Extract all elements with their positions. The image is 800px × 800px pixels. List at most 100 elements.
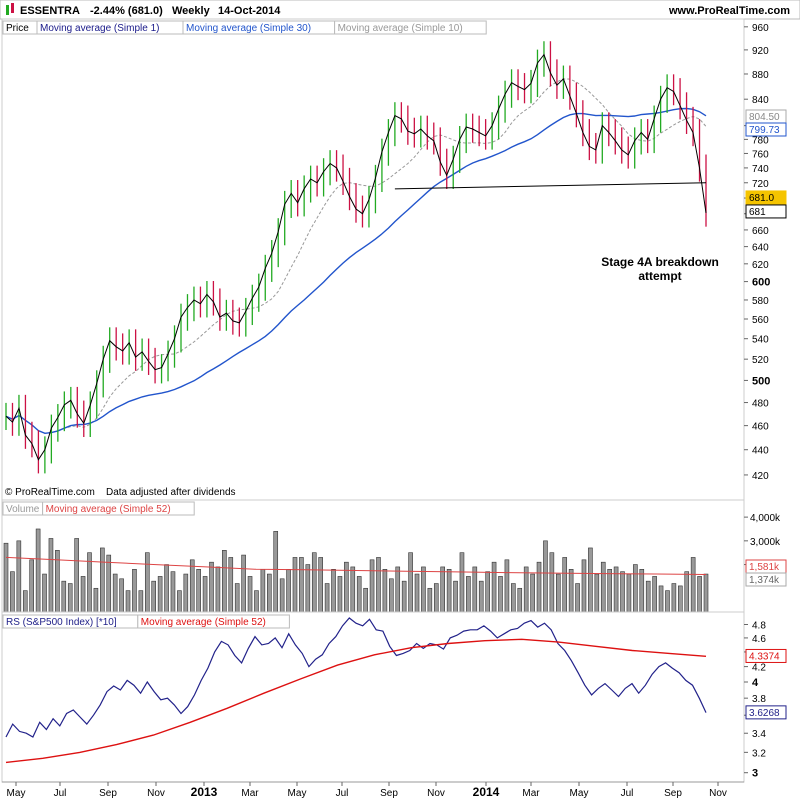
volume-bar bbox=[485, 571, 490, 613]
candle-icon bbox=[6, 5, 9, 15]
volume-bar bbox=[517, 587, 523, 613]
volume-bar bbox=[645, 580, 651, 613]
volume-bar bbox=[183, 573, 189, 613]
y-tick-label: 540 bbox=[752, 335, 769, 346]
volume-bar bbox=[61, 580, 67, 613]
legend-label: RS (S&P500 Index) [*10] bbox=[6, 617, 117, 628]
y-tick-label: 480 bbox=[752, 399, 769, 410]
volume-bar bbox=[74, 538, 79, 613]
y-tick-label: 660 bbox=[752, 226, 769, 237]
volume-bar bbox=[344, 561, 349, 613]
volume-bar bbox=[356, 576, 362, 613]
rs-last-labels: 4.3374 3.6268 bbox=[745, 648, 787, 720]
price-legend[interactable]: Price Moving average (Simple 1) Moving ave… bbox=[2, 20, 487, 35]
volume-bar bbox=[279, 578, 285, 613]
symbol: ESSENTRA bbox=[20, 5, 80, 17]
y-tick-label: 460 bbox=[752, 422, 769, 433]
volume-bar bbox=[48, 538, 54, 613]
x-tick-label: Nov bbox=[147, 788, 165, 799]
x-tick-label: Sep bbox=[664, 788, 682, 799]
volume-bar bbox=[29, 559, 34, 613]
legend-item[interactable] bbox=[42, 501, 195, 516]
volume-bar bbox=[401, 580, 407, 613]
volume-bar bbox=[575, 583, 580, 613]
x-tick-label: Nov bbox=[709, 788, 727, 799]
volume-bar bbox=[684, 571, 690, 613]
volume-ma-line bbox=[5, 556, 707, 575]
volume-bar bbox=[658, 585, 664, 613]
y-tick-label: 740 bbox=[752, 164, 769, 175]
rs-panel: RS (S&P500 Index) [*10] Moving average (S… bbox=[1, 611, 787, 783]
rs-legend[interactable]: RS (S&P500 Index) [*10] Moving average (S… bbox=[2, 614, 290, 629]
volume-bar bbox=[241, 554, 246, 613]
volume-bar bbox=[318, 557, 323, 613]
vol-last bbox=[745, 572, 787, 587]
copyright: © ProRealTime.com bbox=[5, 487, 95, 498]
volume-bar bbox=[440, 566, 445, 613]
x-tick-label: May bbox=[288, 788, 307, 799]
trendline bbox=[394, 182, 707, 190]
volume-bar bbox=[42, 573, 47, 613]
volume-bar bbox=[35, 528, 41, 613]
volume-bar bbox=[3, 542, 9, 613]
volume-bar bbox=[350, 566, 356, 613]
ma1-path bbox=[5, 53, 707, 461]
volume-bar bbox=[594, 573, 600, 613]
price-candles bbox=[5, 41, 707, 474]
ma1-last bbox=[745, 204, 787, 219]
ma1-line bbox=[5, 53, 707, 461]
volume-bar bbox=[67, 583, 73, 613]
rs-tick-label: 4.6 bbox=[752, 634, 766, 645]
volume-bar bbox=[665, 590, 670, 613]
volume-bar bbox=[177, 590, 182, 613]
x-tick-label: Mar bbox=[241, 788, 259, 799]
volume-bar bbox=[511, 583, 516, 613]
x-tick-label: 2013 bbox=[191, 785, 218, 799]
volume-bar bbox=[678, 585, 683, 613]
volume-bar bbox=[299, 557, 304, 613]
volume-bar bbox=[690, 557, 696, 613]
volume-bar bbox=[106, 554, 112, 613]
y-tick-label: 580 bbox=[752, 296, 769, 307]
volume-bar bbox=[22, 590, 28, 613]
y-tick-label: 620 bbox=[752, 260, 769, 271]
x-axis: May Jul Sep Nov 2013 Mar May Jul Sep Nov 2014 Mar Ma… bbox=[2, 781, 744, 799]
volume-bar bbox=[369, 559, 375, 613]
legend-label: Price bbox=[6, 23, 29, 34]
volume-bar bbox=[414, 573, 420, 613]
legend-item[interactable] bbox=[137, 614, 290, 629]
legend-item[interactable] bbox=[334, 20, 487, 35]
volume-bar bbox=[389, 578, 394, 613]
volume-bar bbox=[491, 561, 497, 613]
volume-bar bbox=[421, 566, 426, 613]
volume-bar bbox=[607, 569, 612, 613]
volume-legend[interactable]: Volume Moving average (Simple 52) bbox=[2, 501, 195, 516]
rs-ma-last-text: 4.3374 bbox=[749, 651, 780, 662]
volume-bar bbox=[80, 576, 86, 613]
support-trendline bbox=[394, 182, 707, 190]
volume-bar bbox=[652, 576, 657, 613]
x-tick-label: Mar bbox=[522, 788, 540, 799]
date-label: 14-Oct-2014 bbox=[218, 5, 281, 17]
legend-label: Moving average (Simple 52) bbox=[46, 504, 171, 515]
x-tick-label: Jul bbox=[54, 788, 67, 799]
x-tick-label: Jul bbox=[336, 788, 349, 799]
x-tick-label: Sep bbox=[380, 788, 398, 799]
price-last-labels: 804.50 799.73 681.0 681 bbox=[745, 109, 787, 219]
volume-bar bbox=[202, 576, 208, 613]
header: ESSENTRA -2.44% (681.0) Weekly 14-Oct-20… bbox=[0, 0, 800, 20]
vol-ma-last-text: 1,581k bbox=[749, 562, 780, 573]
site-label: www.ProRealTime.com bbox=[668, 5, 790, 17]
vol-tick-label: 3,000k bbox=[750, 537, 781, 548]
y-tick-label: 720 bbox=[752, 179, 769, 190]
volume-bar bbox=[305, 564, 311, 613]
rs-lines bbox=[5, 617, 707, 764]
volume-bar bbox=[626, 573, 632, 613]
rs-tick-label: 3.8 bbox=[752, 694, 766, 705]
volume-bar bbox=[170, 571, 176, 613]
legend-label: Moving average (Simple 10) bbox=[338, 23, 463, 34]
ma10-last-text: 804.50 bbox=[749, 112, 780, 123]
ma30-last-text: 799.73 bbox=[749, 125, 780, 136]
